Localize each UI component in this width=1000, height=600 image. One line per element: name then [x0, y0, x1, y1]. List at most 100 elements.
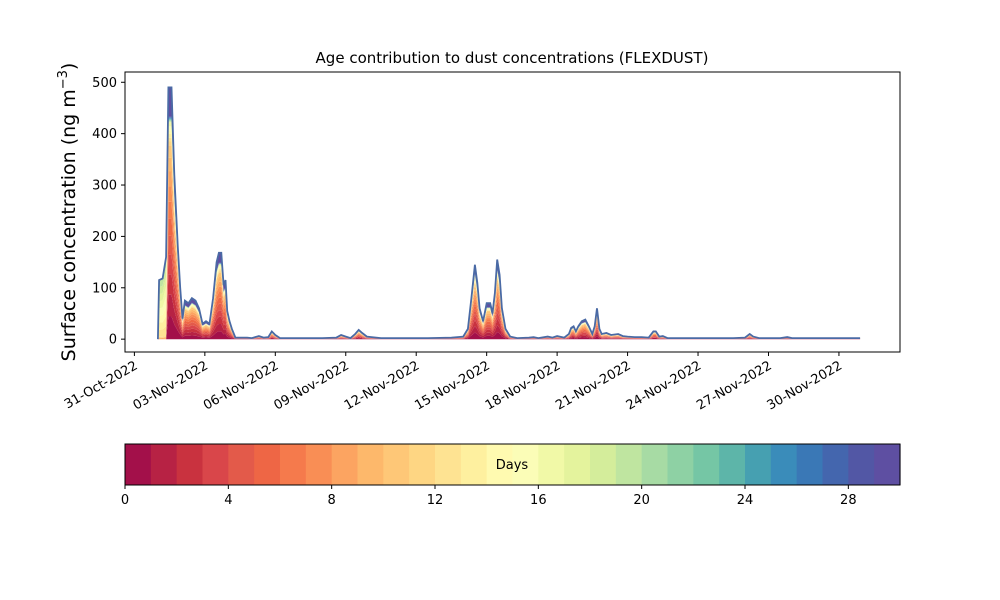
age-band-29: [157, 87, 861, 340]
age-band-7: [157, 186, 861, 340]
x-tick-label: 18-Nov-2022: [483, 358, 563, 413]
colorbar-bin: [280, 444, 307, 485]
x-tick-label: 15-Nov-2022: [412, 358, 492, 413]
y-axis-label-main: Surface concentration (ng m: [58, 89, 80, 361]
colorbar-bin: [719, 444, 746, 485]
age-band-11: [157, 141, 861, 340]
age-band-4: [157, 235, 861, 340]
age-band-22: [157, 119, 861, 340]
age-band-16: [157, 122, 861, 340]
colorbar-bin: [228, 444, 255, 485]
age-band-24: [157, 118, 861, 340]
colorbar-tick-label: 8: [328, 493, 336, 508]
y-tick-label: 500: [92, 76, 117, 91]
colorbar-bin: [254, 444, 281, 485]
age-band-10: [157, 145, 861, 340]
age-band-13: [157, 134, 861, 340]
colorbar-tick-label: 28: [840, 493, 857, 508]
colorbar-bin: [331, 444, 359, 485]
colorbar-bin: [202, 444, 229, 485]
colorbar-label: Days: [496, 458, 529, 473]
colorbar-tick-label: 16: [530, 493, 547, 508]
age-contribution-areas: [157, 87, 861, 340]
x-tick-label: 24-Nov-2022: [624, 358, 704, 413]
colorbar-bin: [667, 444, 694, 485]
y-tick-label: 200: [92, 230, 117, 245]
age-band-12: [157, 137, 861, 340]
age-band-6: [157, 201, 861, 340]
y-tick-label: 400: [92, 127, 117, 142]
colorbar-bin: [357, 444, 384, 485]
age-band-21: [157, 120, 861, 340]
colorbar-bin: [770, 444, 798, 485]
colorbar-bin: [409, 444, 436, 485]
colorbar-axis: 0 4 8 12 16 20 24 28: [121, 485, 857, 508]
colorbar-tick-label: 20: [633, 493, 650, 508]
age-band-27: [157, 117, 861, 340]
colorbar-bin: [460, 444, 488, 485]
age-band-20: [157, 120, 861, 340]
age-band-2: [157, 274, 861, 340]
x-tick-label: 30-Nov-2022: [765, 358, 845, 413]
colorbar-bin: [383, 444, 410, 485]
colorbar-bin: [512, 444, 539, 485]
x-tick-label: 12-Nov-2022: [342, 358, 422, 413]
y-axis: 0 100 200 300 400 500: [92, 76, 125, 348]
colorbar-bin: [796, 444, 824, 485]
age-band-8: [157, 171, 861, 340]
x-tick-label: 31-Oct-2022: [62, 358, 140, 412]
colorbar-tick-label: 12: [427, 493, 444, 508]
age-band-26: [157, 117, 861, 340]
colorbar-bin: [590, 444, 617, 485]
colorbar-bin: [693, 444, 720, 485]
x-tick-label: 21-Nov-2022: [553, 358, 633, 413]
colorbar-bin: [176, 444, 204, 485]
colorbar-bin: [538, 444, 565, 485]
age-band-17: [157, 122, 861, 340]
age-band-23: [157, 119, 861, 340]
total-line: [157, 86, 861, 340]
x-axis: 31-Oct-202203-Nov-202206-Nov-202209-Nov-…: [62, 352, 845, 413]
y-tick-label: 300: [92, 179, 117, 194]
colorbar-bin: [150, 444, 178, 485]
colorbar-tick-label: 24: [737, 493, 754, 508]
total-concentration-line: [157, 86, 861, 340]
colorbar-tick-label: 0: [121, 493, 129, 508]
chart-title: Age contribution to dust concentrations …: [316, 49, 709, 67]
age-band-1: [157, 294, 861, 340]
x-tick-label: 09-Nov-2022: [271, 358, 351, 413]
colorbar-bin: [435, 444, 462, 485]
colorbar-frame: [124, 443, 901, 486]
x-tick-label: 27-Nov-2022: [694, 358, 774, 413]
age-band-14: [157, 130, 861, 340]
age-band-5: [157, 218, 861, 340]
y-axis-label-close: ): [58, 63, 80, 70]
age-band-19: [157, 121, 861, 340]
colorbar: [125, 444, 901, 485]
age-band-15: [157, 126, 861, 340]
colorbar-bin: [615, 444, 643, 485]
y-axis-label-exponent: −3: [56, 70, 71, 89]
colorbar-bin: [822, 444, 849, 485]
colorbar-bin: [305, 444, 333, 485]
colorbar-bin: [641, 444, 669, 485]
y-tick-label: 0: [109, 333, 117, 348]
plot-frame: [124, 71, 901, 353]
age-band-28: [157, 116, 861, 340]
age-band-3: [157, 254, 861, 340]
colorbar-bin: [874, 444, 901, 485]
x-tick-label: 06-Nov-2022: [201, 358, 281, 413]
age-band-9: [157, 157, 861, 340]
y-tick-label: 100: [92, 281, 117, 296]
colorbar-bin: [745, 444, 772, 485]
colorbar-bin: [486, 444, 514, 485]
colorbar-tick-label: 4: [224, 493, 232, 508]
colorbar-bin: [564, 444, 591, 485]
y-axis-label: Surface concentration (ng m−3): [56, 63, 80, 362]
colorbar-bin: [848, 444, 875, 485]
age-band-18: [157, 121, 861, 340]
x-tick-label: 03-Nov-2022: [131, 358, 211, 413]
age-band-25: [157, 118, 861, 340]
colorbar-bin: [125, 444, 152, 485]
